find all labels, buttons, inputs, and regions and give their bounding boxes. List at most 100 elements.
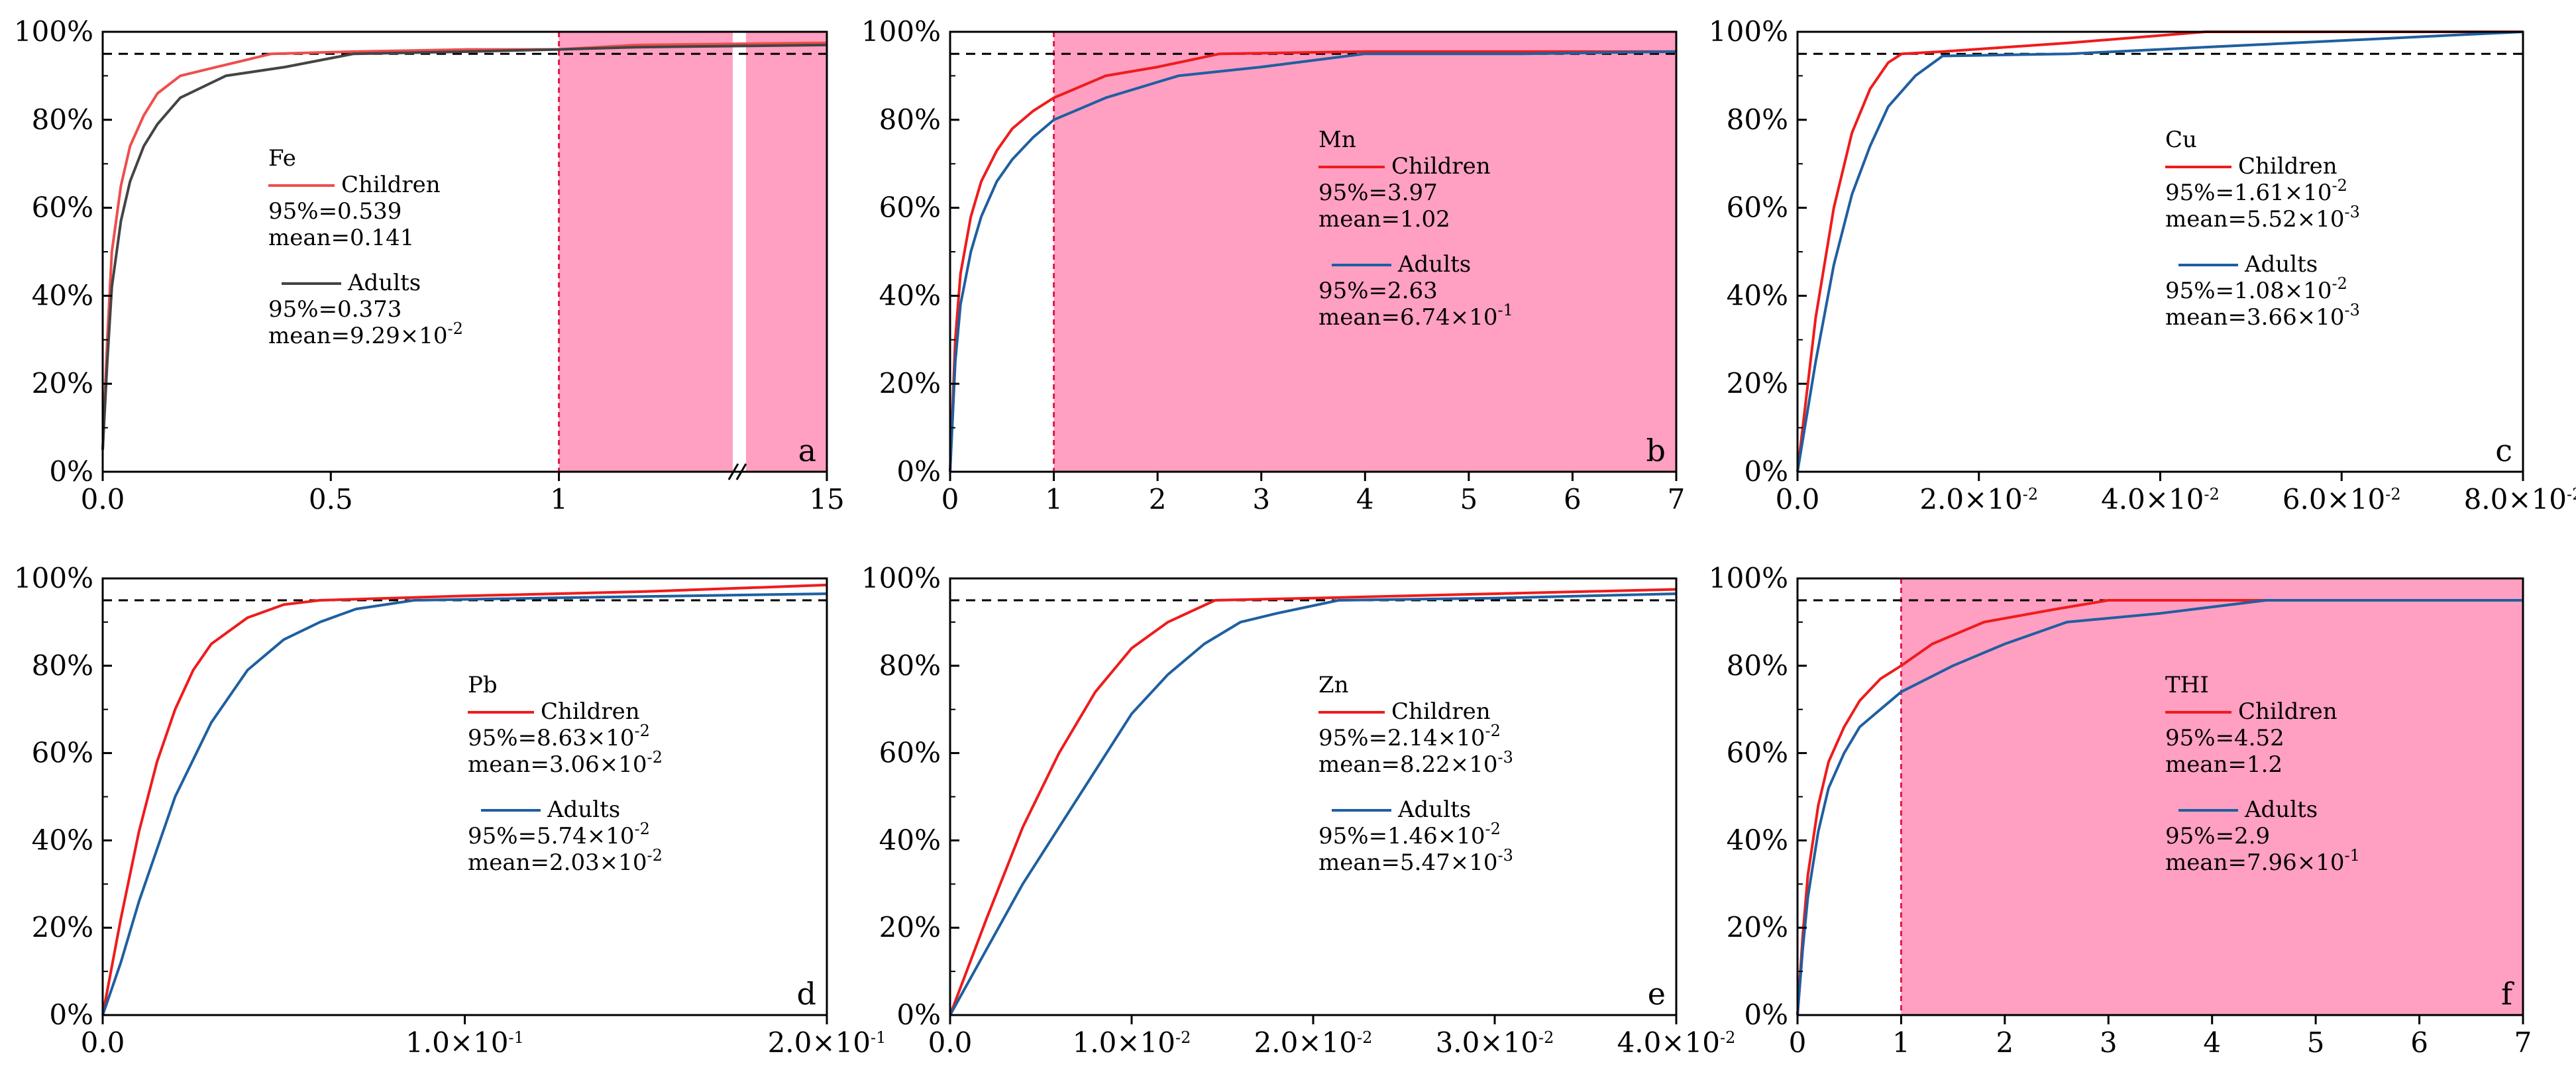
series-line-adults (1796, 30, 2524, 472)
legend-adults-mean: mean=7.96×10-1 (2165, 846, 2360, 876)
legend-children-p95: 95%=1.61×10-2 (2165, 176, 2347, 206)
legend-adults-p95: 95%=2.9 (2165, 823, 2270, 849)
legend-label-adults: Adults (347, 270, 421, 296)
panel-a: 0%20%40%60%80%100%0.0 0.5 1 15aFeChildren95… (14, 15, 845, 515)
x-tick-label: 4.0×10-2 (1617, 1026, 1736, 1059)
legend-adults-p95: 95%=5.74×10-2 (468, 820, 650, 849)
risk-region (1053, 32, 1676, 472)
legend-label-children: Children (2238, 698, 2337, 725)
y-tick-label: 20% (879, 911, 941, 943)
y-tick-label: 60% (879, 737, 941, 769)
y-tick-label: 0% (49, 998, 93, 1031)
y-tick-label: 40% (879, 279, 941, 311)
panel-label: f (2501, 976, 2514, 1012)
y-tick-label: 40% (1727, 824, 1788, 856)
plot-frame (1796, 30, 2524, 473)
legend-label-children: Children (2238, 153, 2337, 180)
legend-adults-mean: mean=2.03×10-2 (468, 846, 663, 876)
x-tick-label: 2 (1996, 1026, 2013, 1059)
x-tick-label: 0 (1789, 1026, 1807, 1059)
legend-title: Mn (1318, 127, 1356, 153)
y-tick-label: 20% (1727, 911, 1788, 943)
legend-adults-mean: mean=9.29×10-2 (268, 319, 463, 349)
legend-title: Pb (468, 672, 498, 698)
plot-frame (949, 577, 1678, 1016)
y-tick-label: 20% (32, 367, 93, 400)
x-tick-label: 4.0×10-2 (2101, 483, 2220, 515)
legend-children-p95: 95%=3.97 (1318, 180, 1438, 206)
y-tick-label: 100% (861, 562, 941, 594)
y-tick-label: 80% (1727, 103, 1788, 136)
x-tick-label: 7 (1668, 483, 1686, 515)
y-tick-label: 80% (32, 649, 93, 682)
x-tick-label: 0.0 (81, 483, 125, 515)
legend-children-p95: 95%=4.52 (2165, 725, 2284, 751)
x-tick-label: 0.0 (928, 1026, 973, 1059)
y-tick-label: 60% (32, 737, 93, 769)
y-tick-label: 80% (1727, 649, 1788, 682)
legend-children-p95: 95%=0.539 (268, 198, 402, 225)
series-line-children (949, 588, 1677, 1016)
x-tick-label: 0.0 (1776, 483, 1820, 515)
legend-label-adults: Adults (2244, 796, 2318, 823)
y-tick-label: 40% (1727, 279, 1788, 311)
panel-label: d (797, 976, 816, 1012)
x-tick-label: 0.5 (309, 483, 353, 515)
y-tick-label: 60% (1727, 737, 1788, 769)
legend-title: Zn (1318, 672, 1349, 698)
panel-c: 0% 20% 40% 60% 80% 100% 0.0 2.0×10-2 4.0×10-2 6.0… (1709, 15, 2576, 515)
legend-label-children: Children (1391, 153, 1491, 180)
series-line-children (949, 50, 1676, 472)
x-tick-label: 4 (1356, 483, 1374, 515)
y-tick-label: 100% (14, 562, 93, 594)
series-line-adults (949, 592, 1677, 1016)
legend-children-mean: mean=0.141 (268, 225, 414, 251)
legend-adults-p95: 95%=0.373 (268, 296, 402, 323)
y-tick-label: 100% (1709, 562, 1788, 594)
x-tick-label: 15 (809, 483, 844, 515)
legend-label-adults: Adults (547, 796, 620, 823)
x-tick-label: 1 (1892, 1026, 1910, 1059)
y-tick-label: 20% (32, 911, 93, 943)
legend-title: Fe (268, 145, 296, 172)
x-tick-label: 5 (1460, 483, 1477, 515)
y-tick-label: 100% (14, 15, 93, 48)
legend-children-mean: mean=1.2 (2165, 751, 2282, 778)
x-tick-label: 1.0×10-1 (405, 1026, 524, 1059)
x-tick-label: 2 (1149, 483, 1167, 515)
y-tick-label: 40% (32, 824, 93, 856)
axis-break-gap (732, 32, 746, 472)
x-tick-label: 2.0×10-2 (1254, 1026, 1373, 1059)
legend-adults-mean: mean=3.66×10-3 (2165, 301, 2360, 331)
series-line-adults (949, 50, 1677, 472)
x-tick-label: 3.0×10-2 (1436, 1026, 1554, 1059)
series-line-adults (1796, 599, 2523, 1016)
y-tick-label: 60% (1727, 191, 1788, 224)
legend-children-mean: mean=5.52×10-3 (2165, 203, 2360, 233)
risk-region (559, 32, 827, 472)
legend-adults-p95: 95%=1.46×10-2 (1318, 820, 1501, 849)
x-tick-label: 3 (1252, 483, 1270, 515)
y-tick-label: 60% (879, 191, 941, 224)
panel-f: 0%20%40%60%80%100%0 1 2 3 4 5 6 7fTHIChildren95… (1709, 562, 2532, 1059)
series-line-children (1796, 599, 2523, 1016)
legend-children-p95: 95%=8.63×10-2 (468, 722, 650, 751)
legend-adults-p95: 95%=2.63 (1318, 278, 1438, 304)
y-tick-label: 80% (879, 103, 941, 136)
series-line-children (101, 583, 828, 1016)
y-tick-label: 100% (1709, 15, 1788, 48)
legend-children-mean: mean=3.06×10-2 (468, 748, 663, 778)
y-tick-label: 20% (879, 367, 941, 400)
legend-children-mean: mean=1.02 (1318, 206, 1450, 233)
risk-region (1901, 578, 2523, 1015)
y-tick-label: 0% (49, 455, 93, 488)
y-tick-label: 0% (896, 455, 941, 488)
series-line-adults (101, 592, 828, 1016)
y-tick-label: 80% (32, 103, 93, 136)
y-tick-label: 20% (1727, 367, 1788, 400)
x-tick-label: 2.0×10-1 (768, 1026, 886, 1059)
legend-label-children: Children (1391, 698, 1491, 725)
legend-children-p95: 95%=2.14×10-2 (1318, 722, 1501, 751)
legend-title: THI (2165, 672, 2209, 698)
